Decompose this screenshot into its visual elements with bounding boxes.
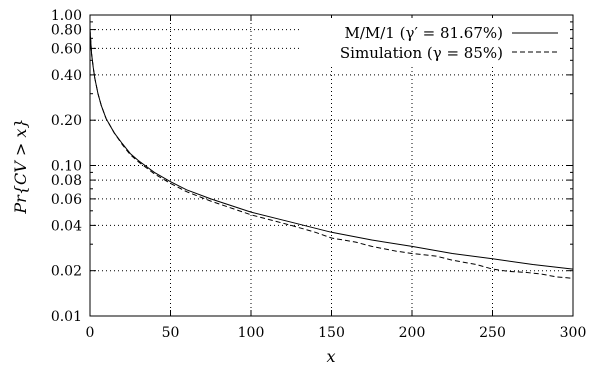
y-tick-label: 1.00: [51, 8, 82, 24]
y-tick-label: 0.01: [51, 309, 82, 325]
x-tick-label: 250: [479, 325, 506, 341]
y-tick-label: 0.06: [51, 192, 82, 208]
y-tick-label: 0.04: [51, 218, 82, 234]
series-line-mm1: [89, 29, 574, 270]
y-tick-label: 0.02: [51, 264, 82, 280]
legend-background: [300, 18, 570, 64]
y-tick-label: 0.08: [51, 173, 82, 189]
series-line-simulation: [89, 29, 574, 279]
grid: [90, 15, 573, 316]
series-lines: [89, 29, 574, 279]
legend-label-mm1: M/M/1 (γ′ = 81.67%): [344, 24, 503, 42]
x-tick-label: 0: [86, 325, 95, 341]
y-tick-label: 0.20: [51, 113, 82, 129]
x-tick-label: 150: [318, 325, 345, 341]
plot-frame: [89, 14, 574, 317]
x-axis-label: x: [326, 347, 335, 366]
tick-labels: 0.01 0.02 0.04 0.06 0.080.10 0.20 0.40 0.60 0.80…: [51, 8, 587, 341]
y-axis-label: Pr{CV > x}: [11, 118, 30, 214]
x-tick-label: 200: [399, 325, 426, 341]
y-tick-label: 0.80: [51, 23, 82, 39]
x-tick-label: 50: [162, 325, 180, 341]
y-tick-label: 0.10: [51, 159, 82, 175]
x-tick-label: 100: [238, 325, 265, 341]
y-tick-label: 0.40: [51, 68, 82, 84]
legend: M/M/1 (γ′ = 81.67%) Simulation (γ = 85%): [300, 18, 570, 64]
y-tick-label: 0.60: [51, 41, 82, 57]
legend-label-simulation: Simulation (γ = 85%): [340, 44, 503, 62]
x-tick-label: 300: [560, 325, 587, 341]
